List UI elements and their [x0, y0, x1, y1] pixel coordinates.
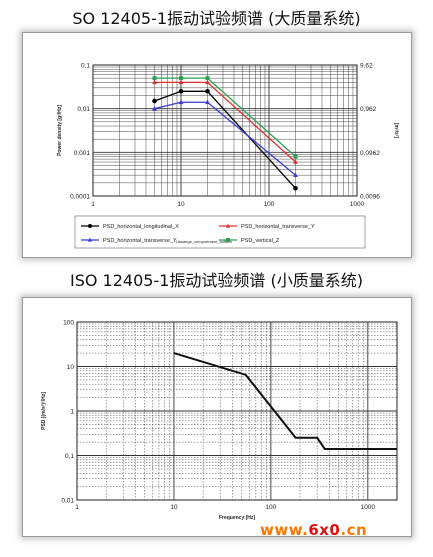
- y2-tick-label: 0,962: [360, 106, 377, 113]
- chart-large-mass: 1 10 100 1000 0,0001 0,001 0,01 0,1 0,0096 0,0962…: [57, 63, 399, 249]
- psd-line-0: [173, 352, 397, 450]
- y-tick-label: 0,0001: [70, 194, 90, 201]
- chart-title-small-mass: ISO 12405-1振动试验频谱 (小质量系统): [70, 271, 363, 290]
- series-point: [293, 172, 298, 177]
- chart-panel-large-mass: 1 10 100 1000 0,0001 0,001 0,01 0,1 0,0096 0,0962…: [22, 32, 412, 258]
- y2-tick-label: 0,0962: [360, 150, 380, 157]
- series-point: [178, 88, 184, 94]
- legend-label: PSD_horizontal_transverse_Y: [103, 238, 177, 244]
- watermark: www.6x0.cn: [260, 521, 367, 539]
- chart-title-large-mass: SO 12405-1振动试验频谱 (大质量系统): [72, 9, 361, 28]
- y-tick-label: 0,1: [65, 453, 74, 460]
- x-tick-label: 1000: [350, 201, 365, 208]
- watermark-post: .cn: [340, 521, 368, 539]
- x-axis-label: Frequency [Hz]: [219, 515, 255, 521]
- x-tick-label: 10: [177, 201, 185, 208]
- legend-box: [74, 215, 366, 249]
- series-point: [152, 76, 157, 81]
- series-point: [293, 154, 298, 159]
- series-point: [205, 88, 210, 94]
- x-tick-label: 100: [265, 504, 276, 511]
- legend-label: PSD_horizontal_longitudinal_X: [103, 224, 179, 230]
- series-point: [152, 79, 157, 85]
- y-axis-label: Power density [g²/Hz]: [57, 105, 63, 156]
- y-tick-label: 1: [70, 409, 74, 416]
- legend-label: PSD_horizontal_transverse_Y: [241, 224, 315, 230]
- series-point: [178, 79, 184, 85]
- y2-tick-label: 9,62: [360, 63, 373, 70]
- series-point: [205, 99, 210, 105]
- y-tick-label: 10: [67, 364, 75, 371]
- series-line-3: [154, 77, 296, 158]
- series-point: [205, 76, 210, 81]
- series-point: [293, 159, 298, 164]
- series-line-2: [154, 81, 296, 163]
- y-tick-label: 0,001: [74, 150, 91, 157]
- x-tick-label: 100: [264, 201, 275, 208]
- plot-area: [92, 64, 358, 197]
- series-point: [179, 76, 183, 81]
- legend-label: PSD_vertical_Z: [241, 238, 280, 244]
- y-tick-label: 100: [63, 320, 74, 327]
- x-tick-label: 10: [170, 504, 178, 511]
- legend-marker: [226, 238, 230, 242]
- legend-marker: [88, 224, 92, 228]
- series-line-0: [154, 90, 296, 189]
- series-point: [152, 106, 157, 111]
- y-tick-label: 0,01: [61, 498, 74, 505]
- legend-marker: [225, 223, 231, 228]
- y2-tick-label: 0,0096: [360, 194, 380, 201]
- series-line-1: [154, 101, 296, 176]
- legend-marker: [87, 237, 93, 242]
- chart-small-mass: 1 10 100 1000 0,01 0,1 1 10 100 Frequency [Hz] PSD…: [41, 320, 398, 521]
- y2-axis-label: [m²/s³]: [393, 123, 399, 139]
- x-tick-label: 1000: [361, 504, 376, 511]
- y-tick-label: 0,1: [81, 63, 90, 70]
- legend-sublabel: Ussange_comportment_bottom: [176, 239, 232, 244]
- y-tick-label: 0,01: [77, 106, 90, 113]
- series-point: [205, 79, 210, 85]
- x-tick-label: 1: [91, 201, 95, 208]
- y-axis-label: PSD [(m/s²)²/Hz]: [41, 392, 47, 430]
- series-point: [152, 98, 157, 104]
- series-point: [293, 186, 298, 191]
- chart-panel-small-mass: 1 10 100 1000 0,01 0,1 1 10 100 Frequency [Hz] PSD…: [22, 297, 412, 537]
- series-point: [178, 99, 184, 105]
- x-tick-label: 1: [75, 504, 79, 511]
- watermark-mid: 6x0: [308, 521, 341, 539]
- watermark-pre: www.: [260, 521, 309, 539]
